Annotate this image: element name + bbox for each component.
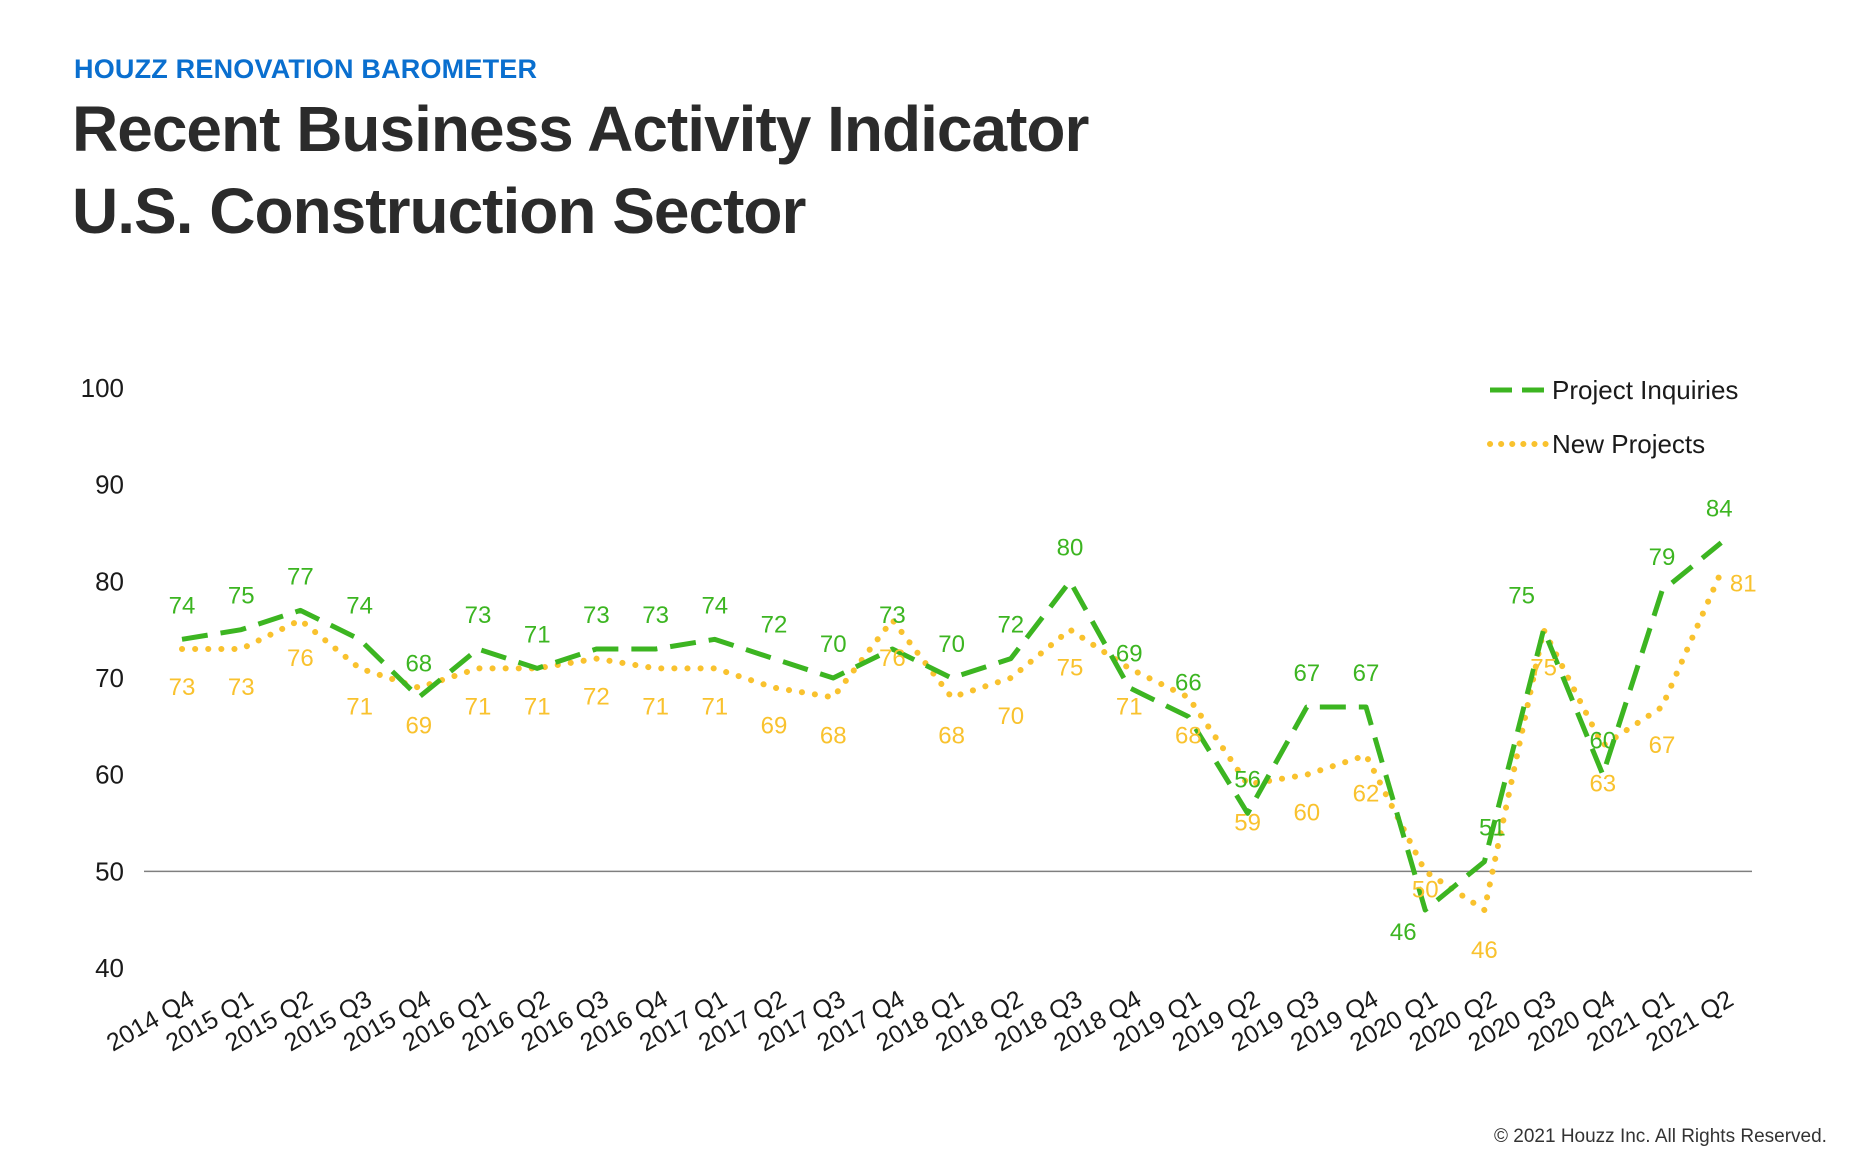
data-label-project-inquiries: 69 bbox=[1116, 641, 1143, 668]
data-label-project-inquiries: 68 bbox=[405, 650, 432, 677]
data-label-new-projects: 50 bbox=[1412, 876, 1439, 903]
data-label-project-inquiries: 70 bbox=[820, 631, 847, 658]
data-label-project-inquiries: 56 bbox=[1234, 766, 1261, 793]
data-label-new-projects: 69 bbox=[761, 713, 788, 740]
legend-label-project-inquiries: Project Inquiries bbox=[1552, 375, 1738, 405]
data-label-project-inquiries: 77 bbox=[287, 563, 314, 590]
data-label-project-inquiries: 46 bbox=[1390, 919, 1417, 946]
series-new-projects-line bbox=[179, 568, 1725, 913]
data-label-new-projects: 76 bbox=[287, 645, 314, 672]
data-label-new-projects: 62 bbox=[1353, 780, 1380, 807]
y-tick-label: 100 bbox=[81, 373, 124, 403]
data-label-new-projects: 72 bbox=[583, 684, 610, 711]
data-label-new-projects: 70 bbox=[997, 703, 1024, 730]
data-label-project-inquiries: 73 bbox=[465, 602, 492, 629]
data-label-new-projects: 60 bbox=[1293, 800, 1320, 827]
data-label-project-inquiries: 73 bbox=[642, 602, 669, 629]
legend: Project Inquiries New Projects bbox=[1487, 375, 1738, 459]
data-label-project-inquiries: 80 bbox=[1057, 534, 1084, 561]
data-label-project-inquiries: 51 bbox=[1479, 815, 1506, 842]
data-label-new-projects: 71 bbox=[642, 693, 669, 720]
legend-label-new-projects: New Projects bbox=[1552, 429, 1705, 459]
series-layer bbox=[179, 540, 1725, 913]
data-label-new-projects: 68 bbox=[1175, 722, 1202, 749]
data-label-new-projects: 81 bbox=[1730, 571, 1757, 598]
data-label-new-projects: 76 bbox=[879, 645, 906, 672]
data-label-project-inquiries: 66 bbox=[1175, 670, 1202, 697]
data-label-new-projects: 71 bbox=[701, 693, 728, 720]
data-label-project-inquiries: 79 bbox=[1649, 544, 1676, 571]
data-label-new-projects: 71 bbox=[465, 693, 492, 720]
data-label-project-inquiries: 75 bbox=[228, 583, 255, 610]
y-axis: 100 90 80 70 60 50 40 bbox=[81, 373, 124, 983]
data-label-new-projects: 59 bbox=[1234, 809, 1261, 836]
chart-title: Recent Business Activity Indicator U.S. … bbox=[72, 88, 1089, 252]
data-label-project-inquiries: 71 bbox=[524, 621, 551, 648]
data-label-new-projects: 71 bbox=[346, 693, 373, 720]
data-label-new-projects: 71 bbox=[1116, 693, 1143, 720]
y-tick-label: 70 bbox=[95, 663, 124, 693]
data-labels: 74 75 77 74 68 73 71 73 73 74 72 70 73 70 72 80 69 66 56 67… bbox=[169, 496, 1757, 964]
y-tick-label: 40 bbox=[95, 953, 124, 983]
data-label-new-projects: 71 bbox=[524, 693, 551, 720]
data-label-project-inquiries: 84 bbox=[1706, 496, 1733, 523]
data-label-new-projects: 68 bbox=[938, 722, 965, 749]
data-label-new-projects: 46 bbox=[1471, 937, 1498, 964]
kicker-label: HOUZZ RENOVATION BAROMETER bbox=[74, 54, 538, 84]
title-line-2: U.S. Construction Sector bbox=[72, 175, 806, 247]
data-label-new-projects: 67 bbox=[1649, 732, 1676, 759]
data-label-new-projects: 68 bbox=[820, 722, 847, 749]
data-label-project-inquiries: 72 bbox=[997, 612, 1024, 639]
data-label-project-inquiries: 74 bbox=[169, 592, 196, 619]
data-label-project-inquiries: 67 bbox=[1353, 660, 1380, 687]
data-label-new-projects: 75 bbox=[1530, 655, 1557, 682]
y-tick-label: 50 bbox=[95, 856, 124, 886]
data-label-project-inquiries: 60 bbox=[1589, 728, 1616, 755]
data-label-new-projects: 73 bbox=[169, 674, 196, 701]
data-label-project-inquiries: 75 bbox=[1508, 583, 1535, 610]
data-label-project-inquiries: 74 bbox=[346, 592, 373, 619]
data-label-new-projects: 69 bbox=[405, 713, 432, 740]
data-label-new-projects: 75 bbox=[1057, 655, 1084, 682]
copyright-notice: © 2021 Houzz Inc. All Rights Reserved. bbox=[1494, 1126, 1827, 1147]
data-label-new-projects: 63 bbox=[1589, 771, 1616, 798]
data-label-project-inquiries: 73 bbox=[879, 602, 906, 629]
data-label-new-projects: 73 bbox=[228, 674, 255, 701]
title-line-1: Recent Business Activity Indicator bbox=[72, 93, 1089, 165]
data-label-project-inquiries: 74 bbox=[701, 592, 728, 619]
data-label-project-inquiries: 72 bbox=[761, 612, 788, 639]
y-tick-label: 90 bbox=[95, 470, 124, 500]
data-label-project-inquiries: 67 bbox=[1293, 660, 1320, 687]
series-project-inquiries-line bbox=[181, 540, 1723, 913]
data-label-project-inquiries: 73 bbox=[583, 602, 610, 629]
data-label-project-inquiries: 70 bbox=[938, 631, 965, 658]
y-tick-label: 80 bbox=[95, 566, 124, 596]
y-tick-label: 60 bbox=[95, 760, 124, 790]
